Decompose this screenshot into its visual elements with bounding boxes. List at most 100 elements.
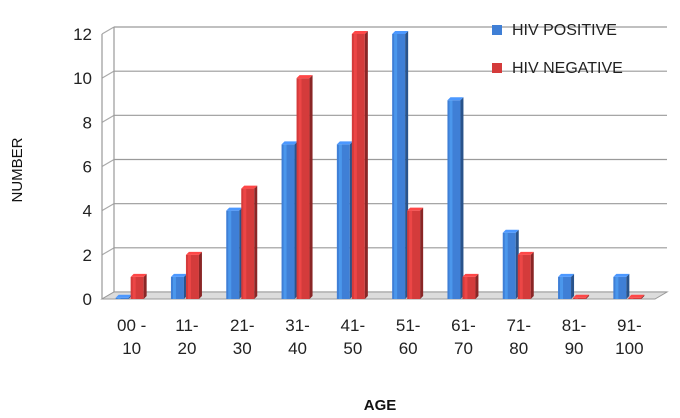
bar-highlight	[132, 276, 136, 299]
legend-swatch	[492, 63, 502, 73]
bar-hiv-negative	[462, 276, 476, 299]
bar-highlight	[560, 276, 564, 299]
bar-highlight	[575, 297, 579, 299]
bar-hiv-positive	[447, 100, 461, 299]
bar-side	[475, 273, 479, 299]
bar-highlight	[519, 254, 523, 299]
bar-side	[309, 75, 313, 300]
bar-hiv-positive	[392, 34, 406, 299]
x-tick-label: 00 -10	[117, 316, 146, 358]
bar-top	[558, 273, 575, 277]
bar-highlight	[409, 210, 413, 299]
bar-hiv-positive	[336, 144, 350, 299]
gridline-depth	[101, 158, 115, 168]
bar-highlight	[394, 34, 398, 299]
x-tick-label: 41-50	[341, 316, 366, 358]
bar-hiv-positive	[115, 297, 129, 299]
bar-side	[143, 273, 147, 299]
bar-highlight	[615, 276, 619, 299]
x-axis-title: AGE	[364, 397, 397, 414]
y-tick-label: 6	[83, 158, 92, 177]
bar-hiv-negative	[351, 34, 365, 299]
y-tick-label: 12	[73, 25, 92, 44]
bar-highlight	[338, 144, 342, 299]
gridline-depth	[101, 247, 115, 256]
bar-highlight	[117, 297, 121, 299]
bar-highlight	[298, 78, 302, 300]
bar-side	[530, 251, 534, 299]
legend: HIV POSITIVE HIV NEGATIVE	[492, 22, 623, 77]
x-tick-label: 81-90	[562, 316, 587, 358]
gridline-depth	[101, 203, 115, 212]
bar-top	[281, 141, 298, 145]
gridline-depth	[101, 70, 115, 79]
bar-highlight	[353, 34, 357, 299]
bar-hiv-negative	[517, 254, 531, 299]
bar-hiv-negative	[185, 254, 199, 299]
bar-top	[613, 273, 630, 277]
bar-side	[641, 294, 645, 299]
bar-side	[571, 273, 575, 299]
bar-side	[254, 185, 258, 299]
bar-top	[130, 273, 147, 277]
y-tick-label: 2	[83, 246, 92, 265]
bar-hiv-negative	[130, 276, 144, 299]
bar-top	[241, 185, 258, 189]
bar-top	[447, 97, 464, 101]
x-tick-label: 21-30	[230, 316, 255, 358]
bar-top	[517, 251, 534, 255]
bar-hiv-negative	[573, 297, 587, 299]
bar-top	[407, 207, 424, 211]
bar-hiv-negative	[241, 188, 255, 299]
gridline-depth	[101, 26, 115, 35]
bar-top	[185, 251, 202, 255]
y-tick-label: 10	[73, 69, 92, 88]
bar-highlight	[228, 210, 232, 299]
bar-top	[392, 31, 409, 34]
bar-hiv-positive	[613, 276, 627, 299]
legend-label: HIV NEGATIVE	[512, 60, 623, 77]
y-tick-label: 0	[83, 290, 92, 309]
bar-top	[628, 294, 645, 298]
bar-side	[460, 97, 464, 299]
x-tick-label: 51-60	[396, 316, 421, 358]
bar-side	[364, 31, 368, 299]
bars	[115, 31, 645, 300]
x-tick-label: 61-70	[451, 316, 476, 358]
bar-top	[502, 229, 519, 233]
bar-top	[296, 75, 313, 79]
bar-hiv-negative	[628, 297, 642, 299]
bar-hiv-positive	[502, 232, 516, 299]
y-tick-label: 8	[83, 113, 92, 132]
bar-hiv-positive	[558, 276, 572, 299]
bar-top	[170, 273, 187, 277]
bar-hiv-positive	[170, 276, 184, 299]
bar-highlight	[504, 232, 508, 299]
bar-hiv-negative	[407, 210, 421, 299]
bar-top	[351, 31, 368, 34]
bar-top	[336, 141, 353, 145]
bar-top	[226, 207, 243, 211]
gridline-depth	[101, 114, 115, 123]
legend-label: HIV POSITIVE	[512, 22, 617, 39]
bar-highlight	[630, 297, 634, 299]
bar-highlight	[243, 188, 247, 299]
bar-top	[573, 294, 590, 298]
bar-hiv-positive	[226, 210, 240, 299]
x-tick-labels: 00 -10 11-20 21-30 31-40 41-50 51-60 61-70 71-8…	[117, 316, 644, 358]
bar-side	[626, 273, 630, 299]
x-tick-label: 31-40	[285, 316, 310, 358]
bar-side	[420, 207, 424, 299]
bar-highlight	[283, 144, 287, 299]
bar-side	[198, 251, 202, 299]
x-tick-label: 11-20	[175, 316, 198, 358]
bar-side	[586, 294, 590, 299]
bar-hiv-positive	[281, 144, 295, 299]
y-tick-label: 4	[83, 202, 92, 221]
bar-top	[115, 294, 132, 298]
bar-hiv-negative	[296, 78, 310, 300]
bar-highlight	[449, 100, 453, 299]
x-tick-label: 91-100	[615, 316, 643, 358]
legend-swatch	[492, 25, 502, 35]
